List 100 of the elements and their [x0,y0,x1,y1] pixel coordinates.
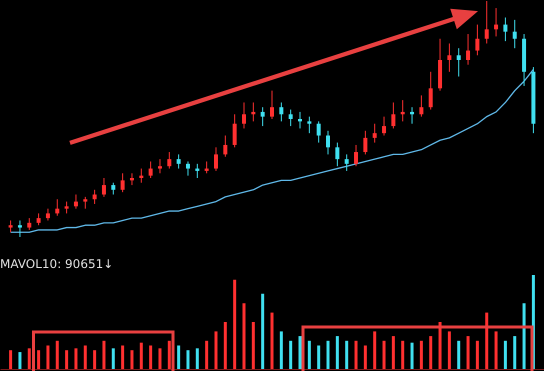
candlestick [242,102,246,129]
bar [457,340,460,369]
bar [224,322,227,369]
bar [74,348,78,369]
chart-title: MAVOL10: 90651↓ [0,257,114,271]
candlestick [298,111,302,129]
candlestick [120,172,125,193]
bar [429,336,432,369]
bar [186,350,190,369]
bar [205,340,208,369]
candlestick [391,102,396,129]
candlestick [428,71,433,110]
candlestick [466,34,470,66]
candlestick [270,90,274,120]
bar [56,340,59,369]
candlestick [8,220,13,233]
candlestick [419,94,424,118]
bar [168,340,171,369]
candlestick [372,123,377,144]
candlestick [484,0,489,44]
bar [326,340,330,369]
candlestick [251,102,256,122]
bar [233,280,236,369]
bar [382,340,386,369]
bar [336,336,339,369]
candlestick [326,130,330,155]
bar [18,352,22,369]
bar [392,336,395,369]
candlestick [456,48,461,78]
candlestick [512,19,517,49]
bar [149,346,152,369]
bar [513,336,516,369]
bar [373,331,376,369]
candlestick [167,152,172,170]
bar [158,348,162,369]
candlestick [400,100,405,122]
bar [364,346,367,369]
bar [214,331,218,369]
bar [420,340,423,369]
bar [485,312,488,369]
candlestick [382,116,386,136]
bar [242,303,246,369]
candlestick [130,172,134,186]
candlestick [344,154,349,172]
bar [345,340,348,369]
candlestick [27,218,32,230]
candlestick [55,198,60,216]
candlestick [363,130,368,155]
bar [308,340,311,369]
bar [112,348,115,369]
candlestick [186,160,190,176]
bar [65,350,68,369]
candlestick [214,146,218,172]
bar [448,331,451,369]
bar [289,340,292,369]
candlestick [83,196,88,210]
candlestick [410,106,414,124]
candlestick [279,102,284,122]
bar [37,350,40,369]
bar [354,340,358,369]
candlestick [288,109,293,127]
candlestick [316,120,321,144]
bar [504,340,507,369]
bar [46,346,50,369]
bar [28,348,31,369]
bar [252,322,255,369]
candlestick [354,144,358,167]
bar [84,346,87,369]
bar [466,336,470,369]
candlestick [148,160,153,178]
candlestick [260,106,265,127]
bar [130,350,134,369]
candlestick [18,220,22,238]
candlestick [475,24,480,56]
bar [140,342,143,369]
candlestick [204,160,209,174]
bar [317,346,320,369]
candlestick [232,114,237,148]
bar [9,350,12,369]
bar [121,346,124,369]
bar [494,331,498,369]
bar [280,331,283,369]
candlestick [92,189,97,204]
bar [410,342,414,369]
candlestick [176,154,181,170]
candlestick [36,212,41,226]
bar [476,340,479,369]
candlestick [447,42,452,72]
bar [522,303,526,369]
candlestick [46,208,50,221]
candlestick [102,178,106,198]
bar [102,340,106,369]
bar [261,294,264,369]
candlestick [195,163,200,178]
bar [401,340,404,369]
candlestick [503,17,508,42]
candlestick [111,182,116,196]
bar [177,346,180,369]
bar [298,336,302,369]
candlestick [223,135,228,158]
